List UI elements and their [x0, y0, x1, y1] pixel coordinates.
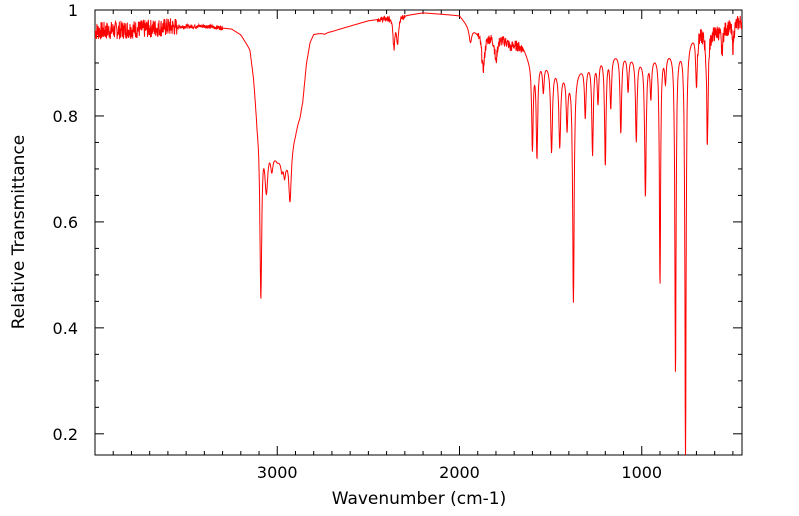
plot-frame — [94, 9, 743, 456]
spectrum-series-line — [95, 12, 742, 455]
x-tick-label: 1000 — [621, 463, 662, 482]
x-axis-title: Wavenumber (cm-1) — [332, 489, 507, 509]
x-tick-label: 3000 — [257, 463, 298, 482]
y-tick-label: 0.6 — [53, 213, 78, 232]
y-tick-label: 0.2 — [53, 425, 78, 444]
y-tick-label: 1 — [68, 1, 78, 20]
x-axis-tick-labels: 3000 2000 1000 — [257, 463, 662, 482]
x-axis-ticks — [112, 10, 734, 455]
y-axis-title: Relative Transmittance — [9, 135, 29, 330]
y-axis-ticks — [95, 9, 742, 435]
y-axis-tick-labels: 0.2 0.4 0.6 0.8 1 — [53, 1, 78, 444]
x-tick-label: 2000 — [439, 463, 480, 482]
y-tick-label: 0.8 — [53, 107, 78, 126]
y-tick-label: 0.4 — [53, 319, 78, 338]
